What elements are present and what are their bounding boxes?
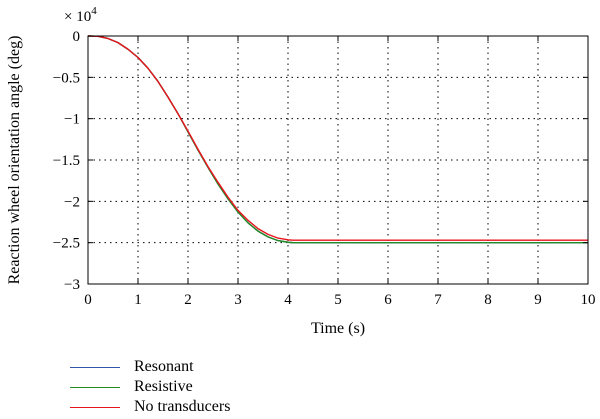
x-tick-label: 7 — [434, 292, 442, 308]
legend-swatch-resonant — [70, 367, 120, 368]
x-tick-label: 0 — [84, 292, 92, 308]
x-tick-label: 1 — [134, 292, 142, 308]
x-tick-label: 3 — [234, 292, 242, 308]
x-tick-label: 9 — [534, 292, 542, 308]
series-lines — [87, 35, 588, 244]
x-tick-label: 8 — [484, 292, 492, 308]
line-chart: 0 1 2 3 4 5 6 7 8 9 10 0−0.5−1−1.5−2−2.5−3 × 104 T… — [6, 5, 596, 337]
x-tick-label: 5 — [334, 292, 342, 308]
y-axis-multiplier-base: × 10 — [64, 9, 91, 25]
legend-swatch-no-transducers — [70, 407, 120, 408]
x-tick-label: 10 — [581, 292, 596, 308]
y-tick-label: −0.5 — [53, 70, 80, 86]
y-axis-label: Reaction wheel orientation angle (deg) — [6, 36, 23, 285]
legend-label-resonant: Resonant — [134, 358, 194, 375]
y-tick-label: −1 — [64, 112, 80, 128]
y-tick-label: −1.5 — [53, 153, 80, 169]
legend-item-no-transducers: No transducers — [70, 398, 330, 418]
y-tick-label: 0 — [73, 29, 81, 45]
y-axis-multiplier-exponent: 4 — [91, 5, 97, 17]
grid — [88, 36, 588, 284]
y-tick-labels: 0 −0.5 −1 −1.5 −2 −2.5 −3 — [53, 29, 80, 293]
legend-label-no-transducers: No transducers — [134, 398, 231, 415]
y-tick-label: −2.5 — [53, 236, 80, 252]
legend-item-resistive: Resistive — [70, 378, 330, 398]
x-tick-label: 6 — [384, 292, 392, 308]
legend-label-resistive: Resistive — [134, 378, 193, 395]
legend-item-resonant: Resonant — [70, 358, 330, 378]
x-tick-labels: 0 1 2 3 4 5 6 7 8 9 10 — [84, 292, 595, 308]
y-tick-label: −2 — [64, 194, 80, 210]
series-line-no-transducers — [87, 35, 588, 241]
series-line-resonant — [87, 35, 588, 244]
legend-swatch-resistive — [70, 387, 120, 388]
y-axis-multiplier: × 104 — [64, 5, 97, 25]
axis-ticks — [87, 35, 589, 285]
legend: Resonant Resistive No transducers — [70, 358, 330, 418]
x-tick-label: 2 — [184, 292, 192, 308]
x-axis-label: Time (s) — [311, 320, 365, 337]
x-tick-label: 4 — [284, 292, 292, 308]
y-tick-label: −3 — [64, 277, 80, 293]
series-line-resistive — [87, 35, 588, 244]
